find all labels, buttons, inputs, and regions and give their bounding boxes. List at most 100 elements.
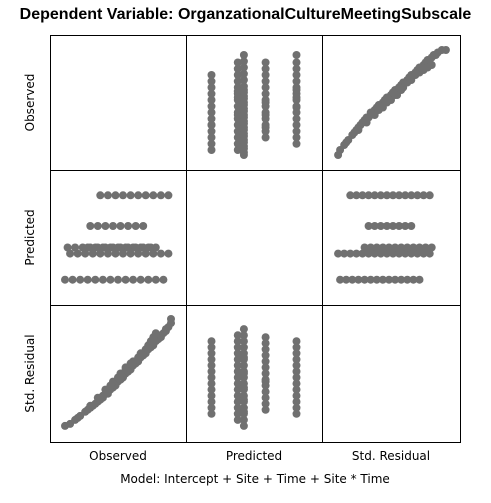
data-point <box>119 191 127 199</box>
data-point <box>164 250 172 258</box>
data-point <box>208 121 216 129</box>
panel-predicted-vs-observed <box>61 191 172 283</box>
data-point <box>240 353 248 361</box>
data-point <box>293 51 301 59</box>
data-point <box>293 59 301 67</box>
data-point <box>109 244 117 252</box>
data-point <box>262 59 270 67</box>
panel-observed-vs-std-residual <box>334 46 450 159</box>
data-point <box>354 126 362 134</box>
data-point <box>428 244 436 252</box>
panel-std-residual-vs-observed <box>61 315 175 430</box>
data-point <box>428 61 436 69</box>
data-point <box>208 337 216 345</box>
data-point <box>86 222 94 230</box>
data-point <box>117 222 125 230</box>
data-point <box>94 244 102 252</box>
data-point <box>134 191 142 199</box>
data-point <box>94 394 102 402</box>
data-point <box>94 222 102 230</box>
data-point <box>86 402 94 410</box>
data-point <box>117 376 125 384</box>
data-point <box>240 370 248 378</box>
data-point <box>363 119 371 127</box>
data-point <box>127 191 135 199</box>
data-point <box>293 86 301 94</box>
data-point <box>91 276 99 284</box>
data-point <box>129 361 137 369</box>
data-point <box>99 276 107 284</box>
x-axis-label-predicted: Predicted <box>226 449 282 463</box>
data-point <box>109 222 117 230</box>
data-point <box>381 96 389 104</box>
data-point <box>262 378 270 386</box>
data-point <box>106 276 114 284</box>
data-point <box>426 191 434 199</box>
y-axis-label-observed: Observed <box>23 74 37 132</box>
data-point <box>167 315 175 323</box>
data-point <box>416 276 424 284</box>
data-point <box>367 109 375 117</box>
data-point <box>139 244 147 252</box>
data-point <box>159 276 167 284</box>
data-point <box>142 191 150 199</box>
data-point <box>240 51 248 59</box>
panel-std-residual-vs-predicted <box>208 325 301 430</box>
data-point <box>442 46 450 54</box>
data-point <box>152 276 160 284</box>
data-point <box>117 244 125 252</box>
data-point <box>144 276 152 284</box>
data-point <box>84 276 92 284</box>
data-point <box>395 84 403 92</box>
data-point <box>132 222 140 230</box>
x-axis-label-std-residual: Std. Residual <box>352 449 430 463</box>
data-point <box>147 244 155 252</box>
data-point <box>240 408 248 416</box>
data-point <box>137 276 145 284</box>
data-point <box>240 86 248 94</box>
data-point <box>293 104 301 112</box>
y-axis-label-std-residual: Std. Residual <box>23 334 37 412</box>
data-point <box>418 64 426 72</box>
data-point <box>240 396 248 404</box>
data-point <box>152 329 160 337</box>
x-axis-label-observed: Observed <box>89 449 147 463</box>
data-point <box>407 222 415 230</box>
data-point <box>129 276 137 284</box>
data-point <box>96 191 104 199</box>
data-point <box>262 333 270 341</box>
data-point <box>69 276 77 284</box>
data-point <box>262 111 270 119</box>
data-point <box>101 222 109 230</box>
data-point <box>71 244 79 252</box>
data-point <box>124 244 132 252</box>
data-point <box>106 382 114 390</box>
points-layer <box>61 46 450 430</box>
data-point <box>124 222 132 230</box>
data-point <box>262 124 270 132</box>
data-point <box>101 244 109 252</box>
data-point <box>104 390 112 398</box>
data-point <box>86 244 94 252</box>
data-point <box>164 191 172 199</box>
data-point <box>157 191 165 199</box>
data-point <box>405 74 413 82</box>
data-point <box>76 276 84 284</box>
data-point <box>293 337 301 345</box>
data-point <box>293 94 301 102</box>
data-point <box>157 250 165 258</box>
data-point <box>240 384 248 392</box>
data-point <box>132 244 140 252</box>
panel-predicted-vs-std-residual <box>334 191 436 283</box>
data-point <box>104 191 112 199</box>
data-point <box>112 191 120 199</box>
data-point <box>139 222 147 230</box>
data-point <box>61 276 69 284</box>
data-point <box>262 99 270 107</box>
model-footnote: Model: Intercept + Site + Time + Site * … <box>120 472 390 486</box>
panel-observed-vs-predicted <box>208 51 301 159</box>
data-point <box>149 339 157 347</box>
data-point <box>79 244 87 252</box>
data-point <box>149 191 157 199</box>
